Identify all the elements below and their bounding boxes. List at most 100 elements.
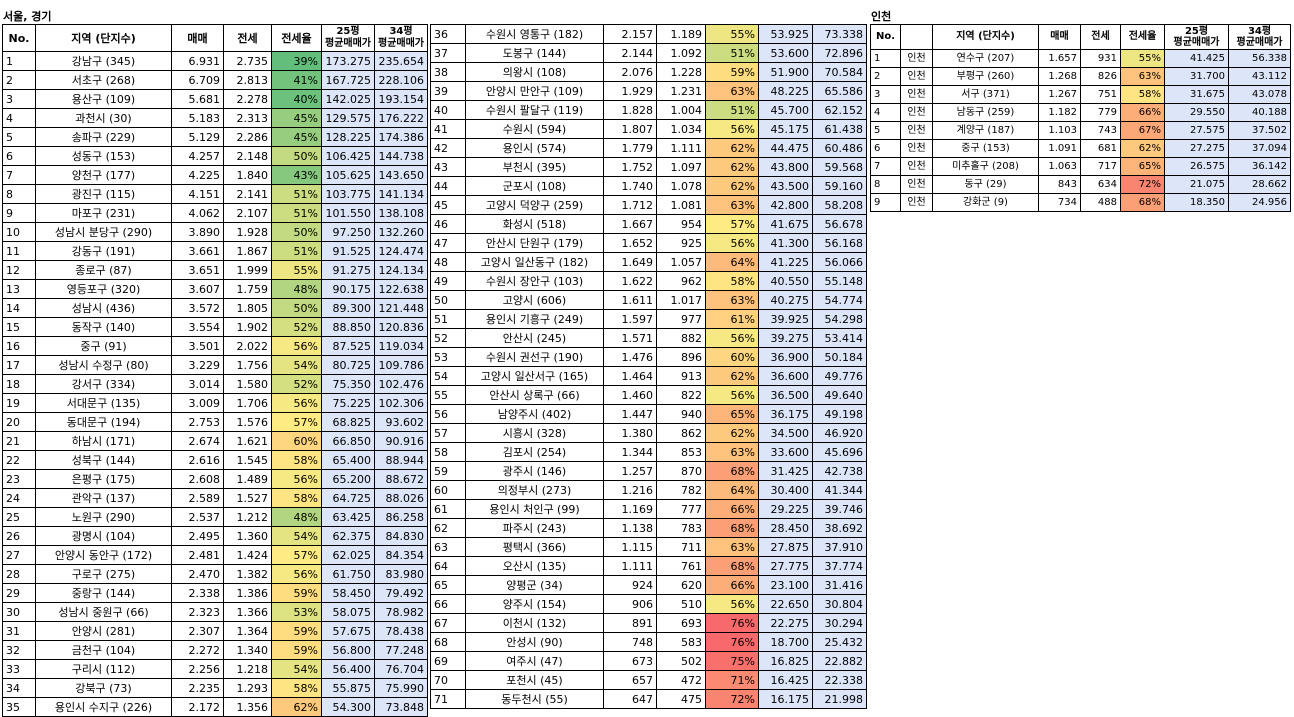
jeonse-price-cell: 711 bbox=[656, 537, 706, 557]
avg-price-34py-cell: 37.774 bbox=[812, 556, 867, 576]
jeonse-rate-cell: 75% bbox=[705, 651, 759, 671]
jeonse-price-cell: 2.107 bbox=[223, 203, 272, 223]
avg-price-25py-cell: 101.550 bbox=[321, 203, 375, 223]
sale-price-cell: 4.062 bbox=[171, 203, 224, 223]
table-row: 66 양주시 (154) 906 510 56% 22.650 30.804 bbox=[430, 594, 867, 614]
sale-price-cell: 891 bbox=[603, 613, 657, 633]
avg-price-34py-cell: 78.982 bbox=[374, 602, 428, 622]
sale-price-cell: 2.616 bbox=[171, 450, 224, 470]
jeonse-rate-cell: 58% bbox=[271, 450, 322, 470]
sale-price-cell: 1.611 bbox=[603, 290, 657, 310]
avg-price-25py-cell: 31.675 bbox=[1164, 85, 1229, 104]
sale-price-cell: 2.589 bbox=[171, 488, 224, 508]
avg-price-25py-cell: 29.225 bbox=[758, 499, 813, 519]
row-number-cell: 57 bbox=[430, 423, 466, 443]
avg-price-25py-cell: 57.675 bbox=[321, 621, 375, 641]
row-number-cell: 13 bbox=[2, 279, 36, 299]
city-cell: 인천 bbox=[900, 175, 933, 194]
row-number-cell: 50 bbox=[430, 290, 466, 310]
table-row: 26 광명시 (104) 2.495 1.360 54% 62.375 84.830 bbox=[2, 526, 428, 546]
table-row: 59 광주시 (146) 1.257 870 68% 31.425 42.738 bbox=[430, 461, 867, 481]
region-cell: 광주시 (146) bbox=[465, 461, 604, 481]
row-number-cell: 66 bbox=[430, 594, 466, 614]
avg-price-25py-cell: 40.275 bbox=[758, 290, 813, 310]
row-number-cell: 15 bbox=[2, 317, 36, 337]
avg-price-34py-cell: 22.338 bbox=[812, 670, 867, 690]
avg-price-25py-cell: 80.725 bbox=[321, 355, 375, 375]
column-header: No. bbox=[2, 24, 36, 52]
jeonse-rate-cell: 58% bbox=[705, 271, 759, 291]
avg-price-25py-cell: 41.425 bbox=[1164, 49, 1229, 68]
table-row: 38 의왕시 (108) 2.076 1.228 59% 51.900 70.584 bbox=[430, 62, 867, 82]
row-number-cell: 49 bbox=[430, 271, 466, 291]
sale-price-cell: 1.752 bbox=[603, 157, 657, 177]
jeonse-rate-cell: 62% bbox=[705, 138, 759, 158]
avg-price-25py-cell: 54.300 bbox=[321, 697, 375, 717]
avg-price-25py-cell: 40.550 bbox=[758, 271, 813, 291]
jeonse-rate-cell: 68% bbox=[705, 556, 759, 576]
jeonse-rate-cell: 62% bbox=[705, 176, 759, 196]
jeonse-rate-cell: 62% bbox=[271, 697, 322, 717]
avg-price-25py-cell: 31.700 bbox=[1164, 67, 1229, 86]
seoul-section-title: 서울, 경기 bbox=[3, 10, 52, 23]
incheon-table: No. 지역 (단지수) 매매 전세 전세율 25평 평균매매가 34평 평균매매가 1 인천… bbox=[870, 24, 1291, 212]
avg-price-25py-cell: 89.300 bbox=[321, 298, 375, 318]
jeonse-rate-cell: 59% bbox=[271, 583, 322, 603]
table-row: 63 평택시 (366) 1.115 711 63% 27.875 37.910 bbox=[430, 537, 867, 557]
avg-price-34py-cell: 70.584 bbox=[812, 62, 867, 82]
avg-price-25py-cell: 103.775 bbox=[321, 184, 375, 204]
sale-price-cell: 1.216 bbox=[603, 480, 657, 500]
jeonse-price-cell: 1.424 bbox=[223, 545, 272, 565]
jeonse-rate-cell: 60% bbox=[271, 431, 322, 451]
table-row: 54 고양시 일산서구 (165) 1.464 913 62% 36.600 49.776 bbox=[430, 366, 867, 386]
jeonse-rate-cell: 41% bbox=[271, 70, 322, 90]
sale-price-cell: 6.709 bbox=[171, 70, 224, 90]
avg-price-34py-cell: 41.344 bbox=[812, 480, 867, 500]
sale-price-cell: 1.380 bbox=[603, 423, 657, 443]
table-row: 34 강북구 (73) 2.235 1.293 58% 55.875 75.990 bbox=[2, 678, 428, 698]
jeonse-price-cell: 2.278 bbox=[223, 89, 272, 109]
avg-price-25py-cell: 58.450 bbox=[321, 583, 375, 603]
avg-price-34py-cell: 40.188 bbox=[1228, 103, 1291, 122]
incheon-section-title: 인천 bbox=[871, 10, 892, 23]
avg-price-34py-cell: 120.836 bbox=[374, 317, 428, 337]
avg-price-25py-cell: 105.625 bbox=[321, 165, 375, 185]
region-cell: 파주시 (243) bbox=[465, 518, 604, 538]
row-number-cell: 51 bbox=[430, 309, 466, 329]
avg-price-34py-cell: 56.338 bbox=[1228, 49, 1291, 68]
avg-price-34py-cell: 55.148 bbox=[812, 271, 867, 291]
jeonse-price-cell: 1.081 bbox=[656, 195, 706, 215]
avg-price-34py-cell: 84.830 bbox=[374, 526, 428, 546]
sale-price-cell: 1.828 bbox=[603, 100, 657, 120]
sale-price-cell: 1.063 bbox=[1038, 157, 1081, 176]
jeonse-price-cell: 822 bbox=[656, 385, 706, 405]
sale-price-cell: 1.464 bbox=[603, 366, 657, 386]
jeonse-price-cell: 925 bbox=[656, 233, 706, 253]
avg-price-25py-cell: 22.275 bbox=[758, 613, 813, 633]
row-number-cell: 25 bbox=[2, 507, 36, 527]
jeonse-rate-cell: 56% bbox=[705, 385, 759, 405]
table-row: 44 군포시 (108) 1.740 1.078 62% 43.500 59.160 bbox=[430, 176, 867, 196]
avg-price-34py-cell: 75.990 bbox=[374, 678, 428, 698]
row-number-cell: 34 bbox=[2, 678, 36, 698]
table-row: 3 인천 서구 (371) 1.267 751 58% 31.675 43.078 bbox=[870, 85, 1291, 104]
region-cell: 남양주시 (402) bbox=[465, 404, 604, 424]
table-row: 65 양평군 (34) 924 620 66% 23.100 31.416 bbox=[430, 575, 867, 595]
jeonse-rate-cell: 59% bbox=[271, 640, 322, 660]
avg-price-34py-cell: 144.738 bbox=[374, 146, 428, 166]
row-number-cell: 44 bbox=[430, 176, 466, 196]
jeonse-price-cell: 1.902 bbox=[223, 317, 272, 337]
sale-price-cell: 2.674 bbox=[171, 431, 224, 451]
jeonse-price-cell: 782 bbox=[656, 480, 706, 500]
jeonse-price-cell: 2.813 bbox=[223, 70, 272, 90]
table-row: 12 종로구 (87) 3.651 1.999 55% 91.275 124.134 bbox=[2, 260, 428, 280]
row-number-cell: 17 bbox=[2, 355, 36, 375]
avg-price-25py-cell: 56.400 bbox=[321, 659, 375, 679]
region-cell: 수원시 팔달구 (119) bbox=[465, 100, 604, 120]
city-cell: 인천 bbox=[900, 85, 933, 104]
jeonse-price-cell: 510 bbox=[656, 594, 706, 614]
sale-price-cell: 2.495 bbox=[171, 526, 224, 546]
sale-price-cell: 6.931 bbox=[171, 51, 224, 71]
jeonse-price-cell: 693 bbox=[656, 613, 706, 633]
jeonse-price-cell: 1.759 bbox=[223, 279, 272, 299]
